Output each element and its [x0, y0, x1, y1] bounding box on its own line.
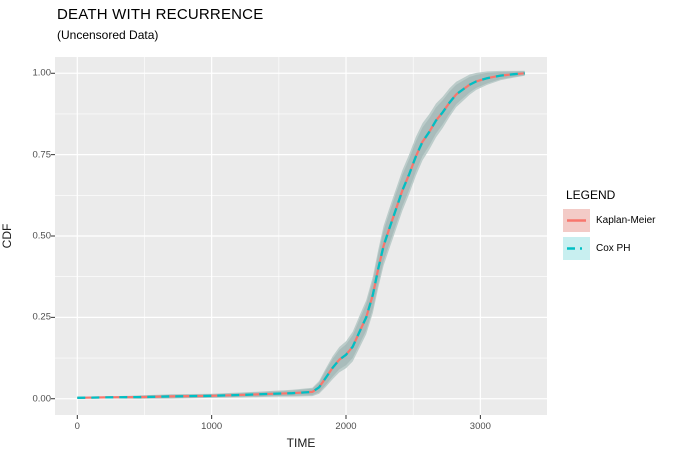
plot-subtitle: (Uncensored Data)	[57, 28, 159, 42]
y-tick-label: 0.75	[32, 149, 52, 161]
x-tick-label: 3000	[469, 421, 491, 432]
legend: LEGEND Kaplan-Meier Cox PH	[563, 188, 678, 265]
x-tick-label: 1000	[201, 421, 223, 432]
plot-title: DEATH WITH RECURRENCE	[57, 6, 264, 23]
x-tick-label: 0	[74, 421, 80, 432]
plot-panel	[51, 57, 548, 419]
y-tick-label: 1.00	[32, 67, 52, 79]
kaplan-meier-key-swatch	[563, 209, 590, 232]
legend-item-label: Cox PH	[596, 243, 631, 254]
cox-ph-line	[77, 72, 525, 399]
legend-item-label: Kaplan-Meier	[596, 215, 656, 226]
y-tick-label: 0.50	[32, 230, 52, 242]
x-axis-title: TIME	[286, 436, 316, 450]
legend-title: LEGEND	[566, 188, 616, 202]
plot-svg	[51, 57, 548, 419]
cox-ph-key-swatch	[563, 237, 590, 260]
y-axis-title: CDF	[0, 223, 14, 249]
confidence-band	[77, 71, 525, 399]
y-tick-label: 0.00	[32, 393, 52, 405]
y-tick-label: 0.25	[32, 311, 52, 323]
legend-item-cox-ph: Cox PH	[563, 237, 678, 260]
legend-item-kaplan-meier: Kaplan-Meier	[563, 209, 678, 232]
x-tick-label: 2000	[335, 421, 357, 432]
